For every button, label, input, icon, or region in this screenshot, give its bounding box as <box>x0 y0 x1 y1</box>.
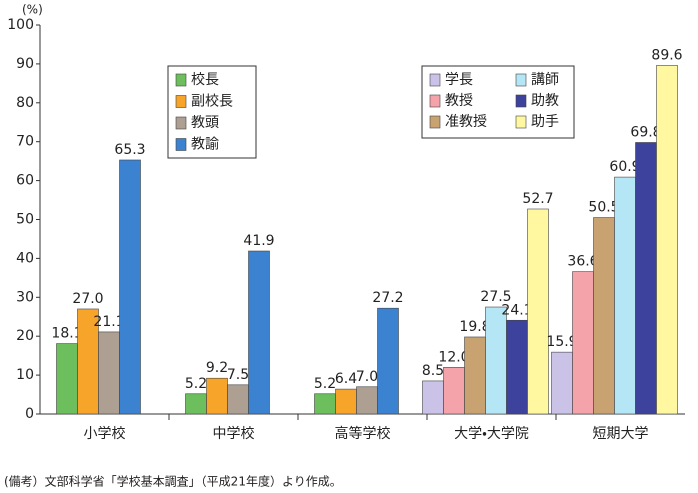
bar <box>593 217 615 415</box>
x-tick-label: 短期大学 <box>593 426 649 442</box>
legend-swatch <box>515 115 527 129</box>
y-tick-label: 20 <box>16 328 34 344</box>
value-label: 41.9 <box>243 233 274 249</box>
value-label: 15.9 <box>546 334 577 350</box>
bar <box>185 393 207 415</box>
y-tick-label: 100 <box>7 17 34 33</box>
legend-swatch <box>515 94 527 108</box>
legend-swatch <box>175 116 187 130</box>
value-label: 7.5 <box>227 367 249 383</box>
value-label: 5.2 <box>185 376 207 392</box>
value-label: 8.5 <box>422 363 444 379</box>
value-label: 27.0 <box>72 291 103 307</box>
bar <box>506 319 528 415</box>
value-label: 27.2 <box>372 290 403 306</box>
value-label: 60.9 <box>609 159 640 175</box>
y-tick-label: 50 <box>16 212 34 228</box>
bar <box>227 384 249 415</box>
bar <box>56 343 78 415</box>
bar <box>119 159 141 415</box>
note: (備考）文部科学省「学校基本調査」（平成21年度）より作成。 <box>4 474 342 489</box>
x-tick-label: 大学・大学院 <box>454 426 529 442</box>
value-label: 69.8 <box>630 124 661 140</box>
legend-swatch <box>175 95 187 108</box>
legend-swatch <box>515 73 527 87</box>
legend-label: 教頭 <box>191 115 219 131</box>
value-label: 24.1 <box>501 302 532 318</box>
legend-label: 講師 <box>531 72 559 88</box>
y-tick-label: 80 <box>16 95 34 111</box>
bar <box>614 176 636 415</box>
legend-swatch <box>429 94 441 108</box>
legend-swatch <box>175 73 187 87</box>
legend-label: 教諭 <box>191 137 219 153</box>
bar <box>443 367 465 415</box>
y-tick-label: 0 <box>25 406 34 422</box>
bar <box>377 307 399 415</box>
legend-label: 助手 <box>531 114 559 130</box>
legend-label: 准教授 <box>445 114 487 130</box>
bar <box>314 393 336 415</box>
legend-label: 教授 <box>445 93 473 109</box>
value-label: 65.3 <box>114 142 145 158</box>
bar <box>656 65 678 415</box>
value-label: 36.6 <box>567 254 598 270</box>
bar <box>98 331 120 415</box>
value-label: 52.7 <box>522 191 553 207</box>
y-tick-label: 90 <box>16 56 34 72</box>
bar <box>635 142 657 415</box>
value-label: 7.0 <box>356 369 378 385</box>
legend-swatch <box>429 115 441 129</box>
value-label: 19.8 <box>459 319 490 335</box>
legend-label: 助教 <box>531 93 559 109</box>
y-tick-label: 10 <box>16 367 34 383</box>
bar <box>572 271 594 415</box>
legend-box <box>421 65 575 139</box>
value-label: 5.2 <box>314 376 336 392</box>
bar <box>356 386 378 415</box>
bar <box>485 306 507 415</box>
x-tick-label: 中学校 <box>213 426 255 442</box>
value-label: 89.6 <box>651 47 682 63</box>
y-tick-label: 70 <box>16 134 34 150</box>
bar <box>551 351 573 415</box>
y-axis-label: (%) <box>22 3 43 17</box>
bar <box>422 380 444 415</box>
x-tick-label: 小学校 <box>84 426 126 442</box>
value-label: 9.2 <box>206 360 228 376</box>
legend-label: 副校長 <box>191 94 233 110</box>
value-label: 21.1 <box>93 314 124 330</box>
bar <box>335 388 357 415</box>
bar <box>464 336 486 415</box>
value-label: 6.4 <box>335 371 357 387</box>
x-tick-label: 高等学校 <box>335 425 391 442</box>
legend-swatch <box>429 73 441 87</box>
bar <box>206 377 228 415</box>
legend-label: 校長 <box>191 72 219 88</box>
value-label: 27.5 <box>480 289 511 305</box>
value-label: 12.0 <box>438 349 469 365</box>
bar <box>248 250 270 415</box>
y-tick-label: 60 <box>16 173 34 189</box>
legend-swatch <box>175 138 187 151</box>
bar <box>527 208 549 415</box>
y-tick-label: 40 <box>16 250 34 266</box>
y-tick-label: 30 <box>16 289 34 305</box>
value-label: 18.1 <box>51 326 82 342</box>
legend-label: 学長 <box>445 72 473 88</box>
value-label: 50.5 <box>588 200 619 216</box>
